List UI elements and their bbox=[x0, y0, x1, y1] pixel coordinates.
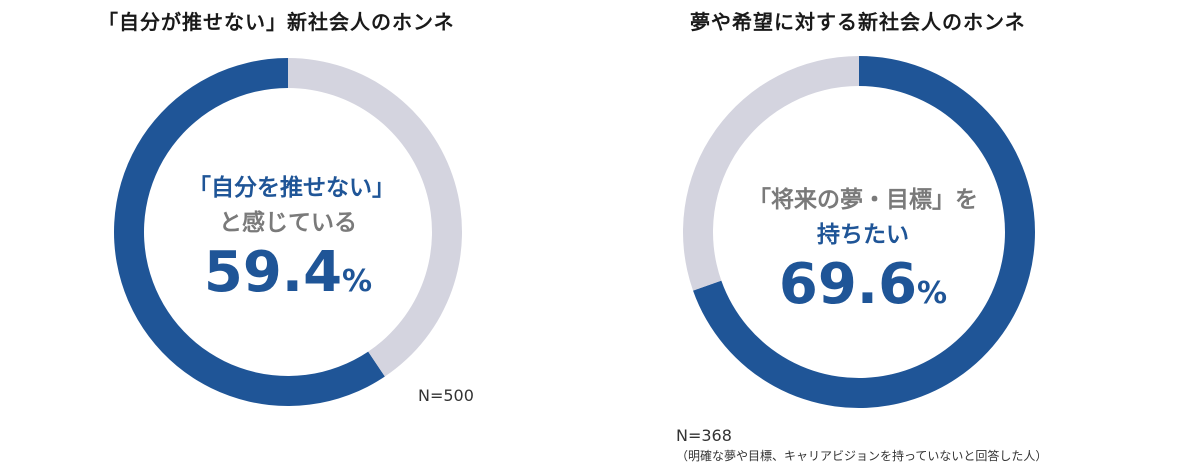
center-line2-right: 持ちたい bbox=[817, 222, 909, 248]
center-line1-left: 「自分を推せない」 bbox=[188, 175, 395, 201]
percent-unit-right: % bbox=[917, 276, 948, 311]
percent-unit-left: % bbox=[342, 264, 373, 299]
center-percent-left: 59.4% bbox=[188, 240, 388, 305]
donut-slice-highlight-left bbox=[114, 58, 385, 406]
center-percent-right: 69.6% bbox=[738, 252, 988, 317]
donut-slice-rest-right bbox=[683, 56, 859, 291]
center-line1-right: 「将来の夢・目標」を bbox=[748, 187, 978, 213]
donut-right bbox=[683, 56, 1035, 408]
donut-left bbox=[114, 58, 463, 406]
donut-slice-rest-left bbox=[288, 58, 463, 377]
footnote-right: （明確な夢や目標、キャリアビジョンを持っていないと回答した人） bbox=[676, 449, 1048, 463]
center-line2-left: と感じている bbox=[219, 210, 357, 236]
percent-value-left: 59.4 bbox=[203, 240, 343, 305]
chart-title-right: 夢や希望に対する新社会人のホンネ bbox=[690, 10, 1026, 34]
chart-title-left: 「自分が推せない」新社会人のホンネ bbox=[98, 10, 455, 34]
percent-value-right: 69.6 bbox=[778, 252, 918, 317]
sample-size-left: N=500 bbox=[418, 386, 474, 405]
sample-size-right: N=368 bbox=[676, 426, 732, 445]
